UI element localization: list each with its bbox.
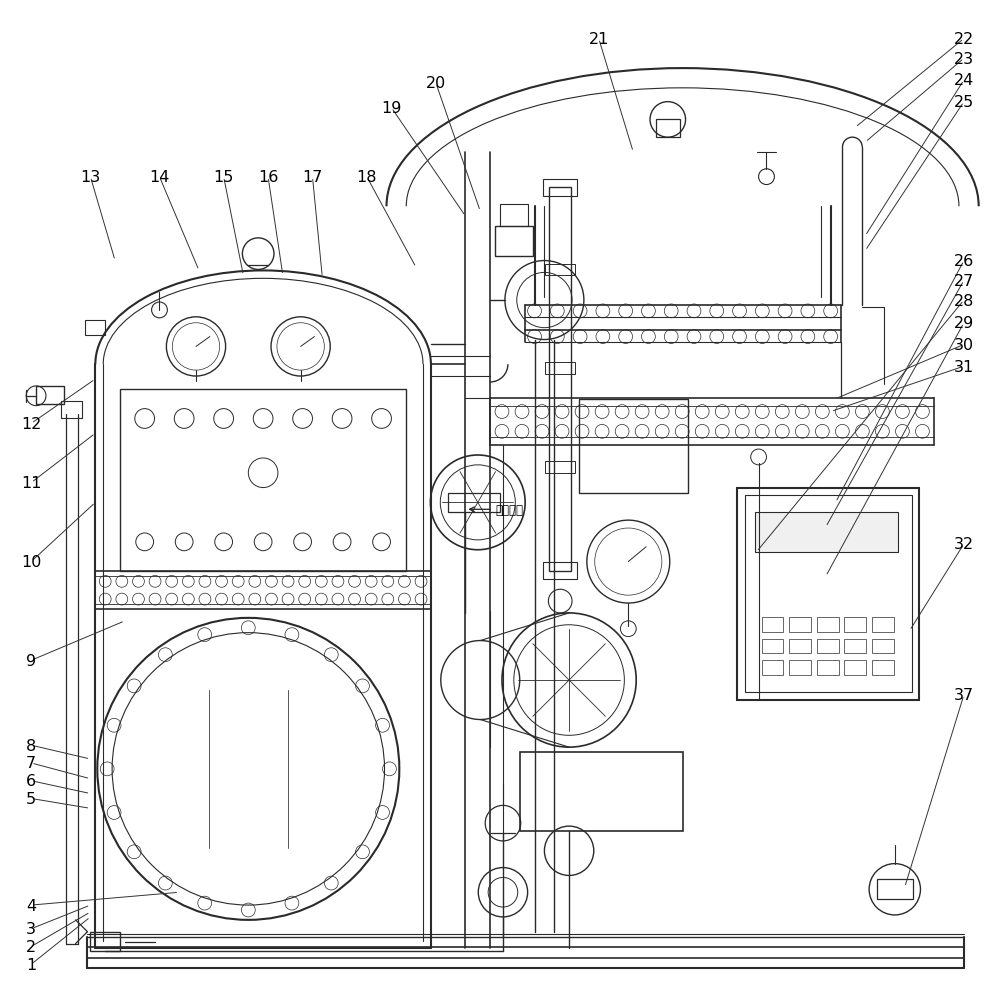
Text: 24: 24 bbox=[954, 73, 974, 89]
Bar bbox=[817, 639, 839, 654]
Bar bbox=[543, 179, 577, 197]
Text: 8: 8 bbox=[26, 738, 36, 753]
Bar bbox=[737, 488, 919, 700]
Text: 27: 27 bbox=[954, 273, 974, 289]
Text: 2: 2 bbox=[26, 939, 36, 954]
Bar bbox=[789, 661, 811, 675]
Bar bbox=[545, 264, 575, 276]
Bar bbox=[817, 617, 839, 632]
Text: 12: 12 bbox=[21, 416, 41, 432]
Text: 超标回舶: 超标回舶 bbox=[470, 503, 524, 517]
Bar bbox=[762, 661, 783, 675]
Bar bbox=[545, 461, 575, 473]
Text: 26: 26 bbox=[954, 253, 974, 269]
Text: 30: 30 bbox=[954, 337, 974, 353]
Bar bbox=[745, 496, 912, 692]
Bar bbox=[579, 399, 688, 493]
Bar bbox=[844, 661, 866, 675]
Bar bbox=[872, 617, 894, 632]
Bar bbox=[762, 639, 783, 654]
Bar bbox=[789, 639, 811, 654]
Text: 22: 22 bbox=[954, 32, 974, 47]
Text: 17: 17 bbox=[302, 170, 323, 185]
Text: 3: 3 bbox=[26, 921, 36, 937]
Text: 19: 19 bbox=[381, 101, 402, 116]
Text: 13: 13 bbox=[80, 170, 101, 185]
Bar bbox=[656, 120, 680, 138]
Bar bbox=[500, 205, 528, 227]
Text: 10: 10 bbox=[21, 554, 41, 570]
Bar bbox=[520, 752, 683, 831]
Text: 21: 21 bbox=[589, 32, 609, 47]
Bar bbox=[120, 389, 406, 572]
Bar bbox=[844, 639, 866, 654]
Text: 16: 16 bbox=[258, 170, 278, 185]
Bar bbox=[817, 661, 839, 675]
Text: 4: 4 bbox=[26, 897, 36, 913]
Text: 14: 14 bbox=[149, 170, 170, 185]
Bar bbox=[789, 617, 811, 632]
Text: 32: 32 bbox=[954, 536, 974, 552]
Bar bbox=[85, 320, 105, 335]
Text: 11: 11 bbox=[21, 475, 41, 491]
Text: 7: 7 bbox=[26, 755, 36, 771]
Bar bbox=[543, 562, 577, 580]
Bar bbox=[872, 661, 894, 675]
Text: 6: 6 bbox=[26, 773, 36, 789]
Text: 28: 28 bbox=[954, 293, 974, 309]
Bar bbox=[448, 493, 500, 513]
Text: 20: 20 bbox=[426, 76, 446, 92]
Bar bbox=[36, 387, 64, 404]
Bar bbox=[844, 617, 866, 632]
Text: 31: 31 bbox=[954, 359, 974, 375]
Bar bbox=[755, 513, 898, 552]
Text: 1: 1 bbox=[26, 956, 36, 972]
Text: 25: 25 bbox=[954, 95, 974, 110]
Text: 9: 9 bbox=[26, 653, 36, 669]
Text: 23: 23 bbox=[954, 51, 974, 67]
Bar bbox=[545, 363, 575, 375]
Text: 5: 5 bbox=[26, 791, 36, 807]
Bar bbox=[872, 639, 894, 654]
Bar bbox=[762, 617, 783, 632]
Text: 29: 29 bbox=[954, 316, 974, 331]
Bar bbox=[549, 187, 571, 572]
Bar bbox=[61, 401, 82, 419]
Bar bbox=[877, 880, 913, 899]
Bar bbox=[90, 932, 120, 951]
Text: 15: 15 bbox=[213, 170, 234, 185]
Bar bbox=[495, 227, 533, 256]
Text: 37: 37 bbox=[954, 687, 974, 703]
Text: 18: 18 bbox=[357, 170, 377, 185]
